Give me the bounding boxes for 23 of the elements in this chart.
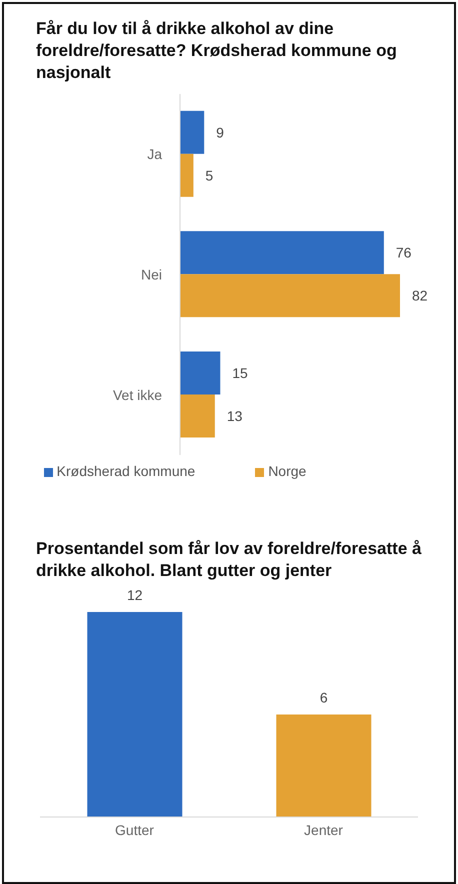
- data-label: 15: [232, 364, 248, 381]
- bar: [180, 274, 400, 318]
- bar: [180, 110, 204, 154]
- x-tick-label: Gutter: [115, 822, 154, 838]
- y-tick-label: Nei: [140, 266, 162, 282]
- bar: [180, 154, 194, 197]
- data-label: 5: [205, 167, 214, 184]
- x-tick-label: Jenter: [304, 822, 344, 838]
- data-label: 13: [226, 408, 243, 424]
- data-label: 9: [216, 124, 224, 140]
- y-tick-label: Vet ikke: [112, 386, 162, 403]
- chart-title: Prosentandel som får lov av foreldre/foresatte å drikke alkohol. Blant gutter og jenter: [35, 538, 422, 582]
- legend-label: Norge: [268, 463, 306, 479]
- data-label: 82: [412, 288, 428, 304]
- y-tick-label: Ja: [147, 146, 162, 162]
- bar: [180, 394, 215, 438]
- bar: [180, 231, 384, 274]
- data-label: 6: [320, 690, 328, 706]
- data-label: 76: [396, 244, 412, 261]
- legend-label: Krødsherad kommune: [56, 463, 196, 479]
- chart-title: Får du lov til å drikke alkohol av dine foreldre/foresatte? Krødsherad kommune og nasjonalt: [35, 18, 398, 84]
- bar: [180, 352, 220, 395]
- data-label: 12: [126, 587, 143, 603]
